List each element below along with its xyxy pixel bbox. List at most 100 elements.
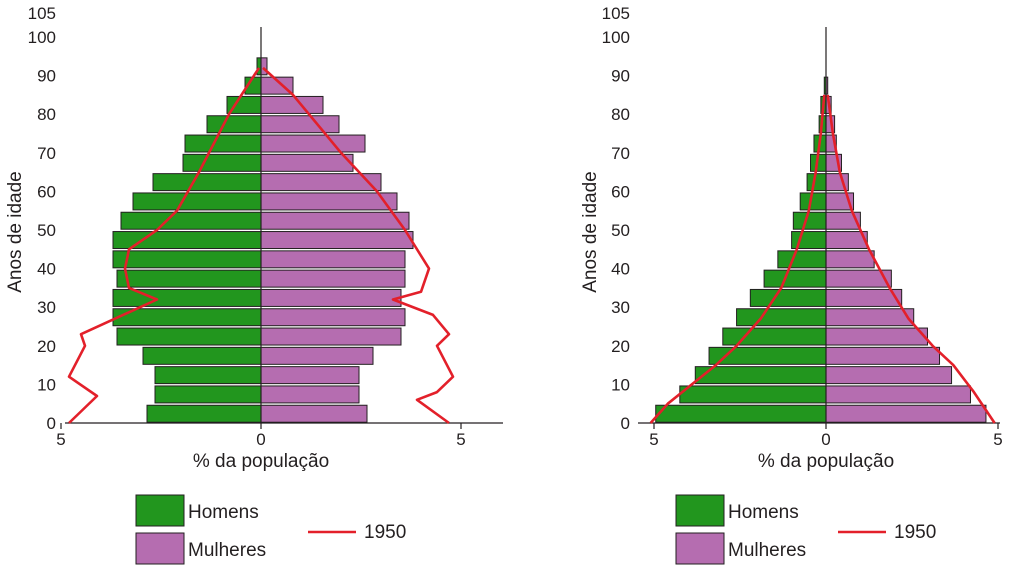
y-tick-label: 0 [621,414,630,433]
y-tick-label: 50 [611,221,630,240]
y-tick-label: 30 [611,298,630,317]
y-tick-label: 20 [37,337,56,356]
legend-label-men: Homens [728,502,799,523]
y-tick-label: 10 [37,375,56,394]
bar-women-5-9 [825,385,971,404]
y-tick-label: 10 [611,375,630,394]
y-axis-title: Anos de idade [580,171,601,293]
bar-men-0-4 [655,404,827,423]
y-tick-label: 0 [47,414,56,433]
x-axis-title: % da população [758,451,894,472]
bar-men-10-14 [694,366,827,385]
bar-men-35-39 [763,269,827,288]
bar-men-25-29 [112,308,262,327]
y-axis-title: Anos de idade [5,171,26,293]
bar-women-0-4 [260,404,368,423]
bar-men-60-64 [806,173,827,192]
bar-women-30-34 [260,288,402,307]
bar-women-5-9 [260,385,360,404]
y-tick-label: 60 [611,182,630,201]
y-tick-label: 70 [37,144,56,163]
bar-men-0-4 [146,404,262,423]
bar-men-15-19 [142,346,262,365]
bar-men-50-54 [792,211,827,230]
x-tick-label: 5 [993,430,1002,449]
legend-label-women: Mulheres [728,540,806,561]
y-tick-label: 90 [611,67,630,86]
bar-women-20-24 [825,327,928,346]
legend-label-1950: 1950 [364,522,406,543]
bar-women-35-39 [260,269,406,288]
bar-men-40-44 [777,250,827,269]
legend-label-women: Mulheres [188,540,266,561]
legend: Homens Mulheres 1950 [135,494,406,565]
bar-women-80-84 [260,95,324,114]
x-tick-label: 5 [56,430,65,449]
line-1950 [649,94,996,424]
y-tick-label: 70 [611,144,630,163]
bar-women-70-74 [260,134,366,153]
y-tick-label: 100 [28,28,56,47]
x-tick-label: 0 [821,430,830,449]
bar-women-30-34 [825,288,903,307]
bar-women-55-59 [260,192,398,211]
bar-women-75-79 [260,115,340,134]
x-axis-title: % da população [193,451,329,472]
bar-women-20-24 [260,327,402,346]
bar-women-10-14 [260,366,360,385]
bar-men-55-59 [799,192,827,211]
bar-men-55-59 [132,192,262,211]
y-tick-label: 40 [37,260,56,279]
y-tick-label: 100 [602,28,630,47]
y-tick-label: 20 [611,337,630,356]
bar-men-20-24 [116,327,262,346]
bar-women-65-69 [260,153,354,172]
bar-men-30-34 [112,288,262,307]
bar-women-50-54 [260,211,410,230]
bar-women-15-19 [260,346,374,365]
bar-men-60-64 [152,173,262,192]
bar-women-15-19 [825,346,941,365]
bar-men-50-54 [120,211,262,230]
bar-men-25-29 [736,308,827,327]
legend-swatch-men [675,494,725,527]
y-tick-label: 90 [37,67,56,86]
line-1950 [67,66,455,425]
bar-women-25-29 [260,308,406,327]
legend: Homens Mulheres 1950 [675,494,936,565]
legend-swatch-women [135,532,185,565]
y-tick-label: 50 [37,221,56,240]
bar-men-35-39 [116,269,262,288]
y-tick-label: 40 [611,260,630,279]
bar-women-40-44 [825,250,875,269]
bar-women-10-14 [825,366,953,385]
legend-swatch-men [135,494,185,527]
bar-men-40-44 [112,250,262,269]
y-tick-label: 80 [611,105,630,124]
bar-men-70-74 [184,134,262,153]
x-tick-label: 5 [456,430,465,449]
bar-men-5-9 [154,385,262,404]
y-tick-label: 80 [37,105,56,124]
y-tick-label: 105 [602,4,630,23]
x-tick-label: 0 [256,430,265,449]
bar-women-0-4 [825,404,987,423]
bar-men-65-69 [182,153,262,172]
legend-label-men: Homens [188,502,259,523]
bar-women-25-29 [825,308,915,327]
y-tick-label: 105 [28,4,56,23]
bar-men-10-14 [154,366,262,385]
bar-women-40-44 [260,250,406,269]
bar-women-45-49 [260,231,414,250]
legend-label-1950: 1950 [894,522,936,543]
bar-men-75-79 [206,115,262,134]
bar-men-5-9 [679,385,827,404]
x-tick-label: 5 [649,430,658,449]
legend-swatch-women [675,532,725,565]
bar-men-30-34 [749,288,827,307]
y-tick-label: 60 [37,182,56,201]
y-tick-label: 30 [37,298,56,317]
